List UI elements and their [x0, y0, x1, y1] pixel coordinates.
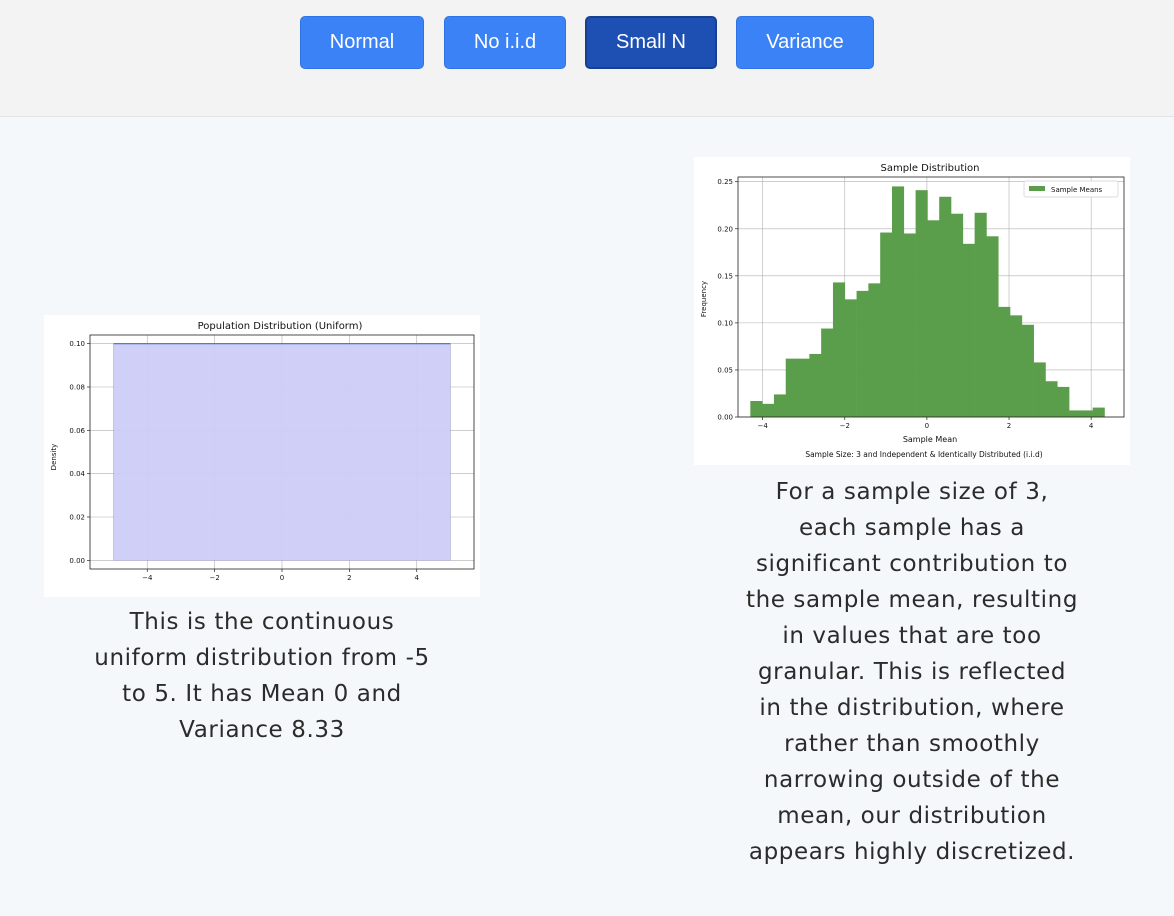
- x-tick-label: 4: [415, 574, 420, 582]
- top-nav-bar: Normal No i.i.d Small N Variance: [0, 0, 1174, 117]
- y-tick-label: 0.04: [69, 470, 85, 478]
- population-y-axis-label: Density: [50, 444, 58, 471]
- histogram-bar: [832, 282, 846, 417]
- plot-frame: [89, 334, 475, 570]
- density-area: [113, 343, 451, 561]
- y-tick-label: 0.06: [69, 427, 85, 435]
- sample-chart-title: Sample Distribution: [880, 163, 979, 174]
- histogram-bar: [891, 186, 905, 417]
- sample-legend: Sample Means: [1023, 180, 1119, 198]
- histogram-bar: [773, 394, 787, 417]
- y-tick-label: 0.08: [69, 384, 85, 392]
- histogram-bar: [903, 233, 916, 417]
- x-tick-label: −2: [840, 422, 850, 430]
- y-tick-label: 0.10: [69, 340, 85, 348]
- histogram-bar: [915, 190, 928, 417]
- variance-button[interactable]: Variance: [736, 16, 874, 69]
- histogram-bar: [1092, 407, 1105, 417]
- histogram-bar: [927, 220, 940, 417]
- y-tick-label: 0.00: [69, 557, 85, 565]
- histogram-bar: [1080, 410, 1093, 417]
- x-tick-label: 2: [1007, 422, 1011, 430]
- x-tick-label: 4: [1089, 422, 1094, 430]
- histogram-bar: [1033, 362, 1046, 417]
- histogram-bar: [809, 353, 822, 417]
- histogram-bar: [750, 401, 763, 417]
- y-tick-label: 0.05: [717, 366, 733, 374]
- histogram-bar: [821, 328, 834, 417]
- x-tick-label: 2: [347, 574, 351, 582]
- y-tick-label: 0.15: [717, 272, 733, 280]
- histogram-bar: [1021, 324, 1034, 417]
- histogram-bar: [1010, 315, 1023, 417]
- small-n-button[interactable]: Small N: [585, 16, 717, 69]
- histogram-bar: [868, 283, 881, 417]
- y-tick-label: 0.25: [717, 178, 733, 186]
- y-tick-label: 0.02: [69, 514, 85, 522]
- sample-caption: For a sample size of 3, each sample has …: [745, 479, 1079, 865]
- population-chart-title: Population Distribution (Uniform): [198, 321, 363, 332]
- sample-x-axis-label: Sample Mean: [903, 435, 957, 444]
- population-chart: Population Distribution (Uniform) Densit…: [44, 315, 480, 597]
- y-tick-label: 0.20: [717, 225, 733, 233]
- sample-chart-subtitle: Sample Size: 3 and Independent & Identic…: [805, 450, 1042, 459]
- histogram-bar: [962, 243, 975, 417]
- x-tick-label: −4: [142, 574, 153, 582]
- histogram-bar: [785, 358, 798, 417]
- histogram-bar: [762, 403, 775, 417]
- x-tick-label: 0: [925, 422, 929, 430]
- plot-frame: [737, 176, 1125, 418]
- legend-box: [1023, 180, 1119, 198]
- histogram-bar: [880, 232, 893, 417]
- population-caption: This is the continuous uniform distribut…: [94, 609, 430, 743]
- histogram-bar: [844, 299, 857, 417]
- legend-swatch: [1029, 186, 1045, 191]
- normal-button[interactable]: Normal: [300, 16, 424, 69]
- x-tick-label: 0: [280, 574, 284, 582]
- sample-y-axis-label: Frequency: [700, 281, 708, 317]
- no-iid-button[interactable]: No i.i.d: [444, 16, 566, 69]
- histogram-bar: [856, 290, 869, 417]
- histogram-bar: [1069, 410, 1082, 417]
- sample-chart: Sample Distribution Frequency Sample Mea…: [694, 157, 1130, 465]
- y-tick-label: 0.10: [717, 319, 733, 327]
- histogram-bar: [797, 358, 810, 417]
- histogram-bar: [998, 306, 1011, 417]
- legend-label: Sample Means: [1051, 186, 1103, 194]
- x-tick-label: −2: [209, 574, 219, 582]
- histogram-bar: [1057, 386, 1070, 417]
- histogram-bar: [986, 236, 999, 417]
- histogram-bar: [951, 213, 964, 417]
- histogram-bar: [939, 196, 952, 417]
- histogram-bar: [1045, 381, 1058, 417]
- histogram-bar: [974, 212, 987, 417]
- y-tick-label: 0.00: [717, 414, 733, 422]
- x-tick-label: −4: [757, 422, 768, 430]
